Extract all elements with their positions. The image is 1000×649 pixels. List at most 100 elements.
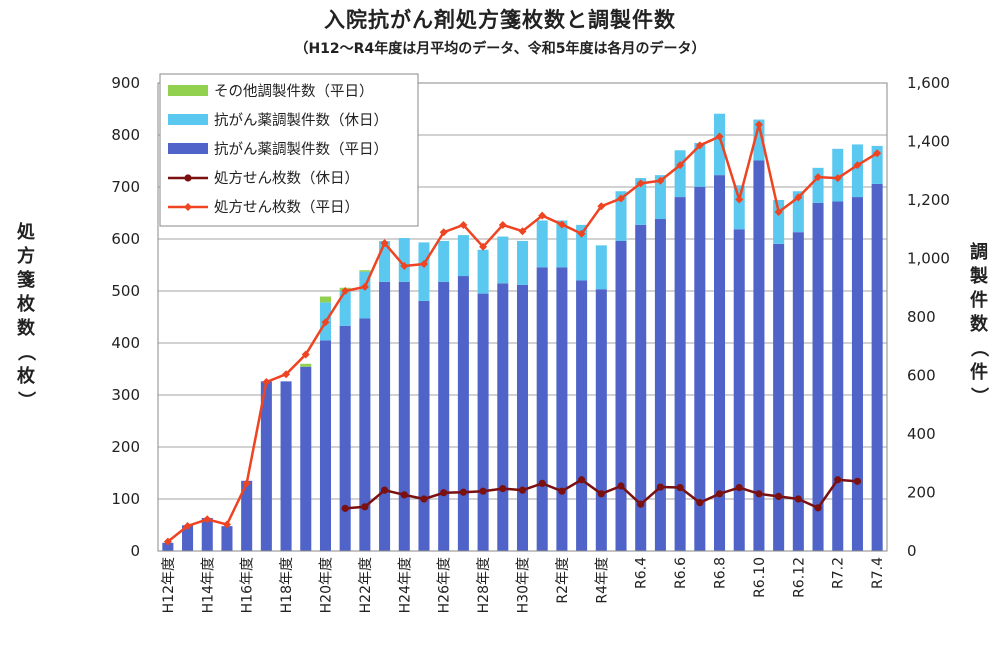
data-point — [518, 486, 527, 494]
legend-marker — [184, 174, 192, 182]
data-point — [597, 490, 605, 498]
data-point — [814, 504, 822, 512]
x-tick-label: H18年度 — [279, 557, 295, 613]
right-tick-label: 200 — [907, 484, 936, 502]
legend: その他調製件数（平日） 抗がん薬調製件数（休日） 抗がん薬調製件数（平日） 処方せん枚… — [159, 73, 419, 227]
bar — [457, 235, 469, 277]
data-point — [695, 141, 704, 150]
left-tick-label: 700 — [111, 178, 140, 196]
data-point — [380, 486, 389, 494]
data-point — [557, 220, 566, 229]
right-tick-label: 1,400 — [907, 133, 950, 151]
bar — [635, 224, 647, 552]
bar — [773, 243, 785, 551]
x-tick-label: H28年度 — [476, 557, 492, 613]
bar — [576, 280, 588, 551]
left-axis-label-char: 枚 — [17, 293, 36, 315]
bars — [162, 113, 883, 552]
left-tick-label: 500 — [111, 282, 140, 300]
bar — [418, 242, 430, 301]
bar — [851, 197, 863, 551]
bar — [556, 267, 568, 551]
x-tick-label: R7.4 — [870, 557, 886, 589]
left-axis-label-char: ） — [15, 391, 36, 409]
right-axis-label-char: ） — [968, 387, 989, 405]
data-point — [360, 282, 369, 291]
data-point — [735, 195, 744, 204]
data-point — [754, 120, 763, 129]
bar — [536, 220, 548, 268]
right-tick-label: 1,600 — [907, 74, 950, 92]
data-point — [637, 500, 645, 508]
data-point — [814, 173, 823, 182]
bar — [477, 249, 489, 294]
left-axis-label: 処方箋枚数（枚） — [15, 221, 36, 409]
bar — [635, 178, 647, 225]
data-point — [419, 259, 428, 268]
x-tick-label: H14年度 — [200, 557, 216, 613]
bar — [516, 240, 529, 285]
right-axis-label-char: 件 — [970, 361, 988, 383]
bar — [753, 160, 765, 551]
x-tick-label: R6.12 — [791, 557, 807, 598]
data-point — [597, 202, 606, 211]
data-point — [499, 485, 507, 493]
left-tick-label: 600 — [111, 230, 140, 248]
data-point — [479, 487, 487, 495]
bar — [438, 281, 450, 551]
right-axis-label-char: 調 — [970, 241, 988, 263]
legend-swatch — [168, 114, 208, 125]
x-tick-label: H20年度 — [318, 557, 334, 613]
right-axis-label-char: 数 — [970, 313, 989, 335]
data-point — [163, 537, 172, 546]
data-point — [578, 476, 586, 484]
data-point — [321, 318, 330, 327]
left-axis-label-char: （ — [15, 343, 36, 361]
bar — [418, 300, 430, 551]
plot-frame — [157, 82, 888, 552]
left-axis: 0 100 200 300 400 500 600 700 800 900 — [111, 74, 140, 560]
x-tick-label: R6.4 — [634, 557, 650, 589]
data-point — [794, 193, 803, 202]
bar — [733, 185, 745, 230]
x-tick-label: R7.2 — [831, 557, 847, 589]
data-point — [834, 476, 842, 484]
lines — [163, 120, 882, 546]
right-tick-label: 0 — [907, 542, 917, 560]
left-tick-label: 900 — [111, 74, 140, 92]
legend-label: その他調製件数（平日） — [214, 83, 374, 100]
bar — [556, 220, 568, 268]
data-point — [538, 211, 547, 220]
bar — [477, 293, 489, 551]
x-tick-label: R6.6 — [673, 557, 689, 589]
bar — [359, 318, 371, 551]
bar — [359, 270, 371, 272]
bar — [201, 517, 213, 551]
data-point — [676, 161, 685, 170]
data-point — [341, 287, 350, 295]
bar — [398, 238, 410, 282]
legend-swatch — [168, 143, 208, 154]
data-point — [341, 504, 349, 512]
data-point — [400, 262, 409, 271]
data-point — [538, 479, 546, 487]
bar — [812, 167, 824, 203]
bar — [694, 186, 706, 551]
right-axis-label: 調製件数（件） — [968, 241, 989, 405]
left-axis-label-char: 数 — [17, 317, 36, 339]
data-point — [853, 477, 862, 485]
bar — [871, 183, 883, 551]
bar — [576, 224, 588, 281]
bar — [379, 240, 391, 282]
data-point — [774, 207, 783, 216]
data-point — [873, 149, 882, 158]
bar — [615, 191, 627, 241]
bar — [398, 281, 410, 551]
legend-label: 処方せん枚数（休日） — [214, 170, 359, 187]
data-point — [518, 227, 527, 236]
x-tick-label: R6.8 — [713, 557, 729, 589]
bar — [832, 201, 844, 551]
data-point — [696, 499, 704, 507]
bar — [733, 229, 745, 551]
bar — [615, 240, 627, 551]
